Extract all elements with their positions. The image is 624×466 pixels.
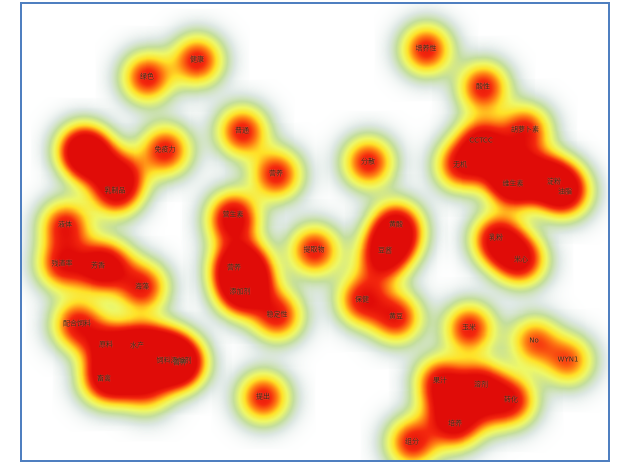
term-label: 豆酱 (378, 246, 392, 255)
term-label: 增养性 (415, 44, 437, 53)
term-label: 玉米 (462, 323, 476, 332)
term-label: 淀粉 (547, 177, 561, 186)
term-label: 营生素 (222, 210, 244, 219)
term-label: 溶剂 (474, 380, 488, 389)
term-label: 免疫力 (154, 145, 176, 154)
term-label: 畜禽 (97, 374, 111, 383)
term-label: 果汁 (433, 376, 447, 385)
term-label: 残渣率 (51, 259, 73, 268)
term-label: 普通 (235, 126, 249, 135)
term-label: 胡萝卜素 (511, 125, 539, 134)
term-label: 提取物 (303, 245, 325, 254)
term-label: 保健 (355, 295, 369, 304)
term-label: 无机 (453, 160, 467, 169)
term-label: 培养 (448, 419, 462, 428)
term-label: 饲料添加剂 (156, 356, 192, 365)
term-label: CCTCC (469, 136, 493, 145)
term-label: 稳定性 (266, 310, 288, 319)
term-label: 黄豆 (389, 312, 403, 321)
term-label: WYN1 (557, 355, 579, 364)
term-label: 油脂 (558, 187, 572, 196)
term-label: 营养 (227, 263, 241, 272)
term-label: 绿色 (140, 72, 154, 81)
term-label: 水产 (130, 341, 144, 350)
term-label: 黄酸 (389, 220, 403, 229)
term-label: 健康 (190, 55, 204, 64)
term-label: 组分 (405, 437, 419, 446)
term-label: No (529, 336, 539, 345)
term-label: 芳香 (91, 261, 105, 270)
term-label: 维生素 (502, 179, 524, 188)
term-label: 乳粉 (489, 233, 503, 242)
density-heat-layer (22, 4, 608, 460)
term-label: 分散 (361, 157, 375, 166)
term-label: 液体 (58, 220, 72, 229)
term-label: 原料 (99, 340, 113, 349)
term-label: 提出 (256, 392, 270, 401)
term-label: 乳制品 (104, 186, 126, 195)
term-label: 米心 (514, 255, 528, 264)
density-map: 健康 绿色 免疫力 普通 营养 营生素 营养 添加剂 稳定性 提取物 分散 增养性 酸性 CCTCC 胡萝卜… (20, 2, 610, 462)
term-label: 酸性 (476, 82, 490, 91)
term-label: 营养 (269, 169, 283, 178)
term-label: 配合饲料 (63, 319, 91, 328)
term-label: 添加剂 (229, 287, 251, 296)
term-label: 海藻 (135, 282, 149, 291)
term-label: 转化 (504, 395, 518, 404)
term-label: 营养 (173, 358, 187, 367)
